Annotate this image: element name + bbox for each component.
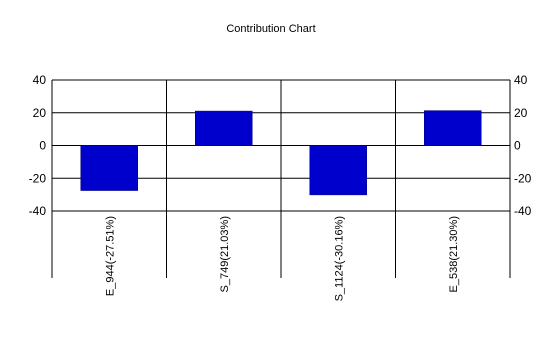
bar	[424, 110, 482, 146]
y-tick-label-left: 20	[33, 106, 47, 120]
y-tick-label-left: -40	[29, 204, 47, 218]
category-label: S_749(21.03%)	[219, 216, 231, 292]
y-tick-label-right: 40	[514, 73, 528, 87]
y-tick-label-right: -20	[514, 171, 532, 185]
left-axis-ticks: 40 20 0 -20 -40	[29, 73, 47, 218]
right-axis-ticks: 40 20 0 -20 -40	[514, 73, 532, 218]
bars-group	[80, 110, 482, 196]
y-tick-label-right: -40	[514, 204, 532, 218]
category-label: E_538(21.30%)	[448, 216, 460, 292]
category-label: S_1124(-30.16%)	[333, 216, 345, 301]
y-tick-label-right: 0	[514, 139, 521, 153]
category-labels: E_944(-27.51%) S_749(21.03%) S_1124(-30.16…	[104, 216, 460, 301]
bar	[80, 145, 138, 191]
y-tick-label-left: 0	[39, 139, 46, 153]
bar	[195, 110, 253, 146]
y-tick-label-right: 20	[514, 106, 528, 120]
chart-title: Contribution Chart	[226, 23, 315, 35]
bar	[309, 145, 367, 196]
y-tick-label-left: 40	[33, 73, 47, 87]
y-tick-label-left: -20	[29, 171, 47, 185]
category-label: E_944(-27.51%)	[104, 216, 116, 296]
